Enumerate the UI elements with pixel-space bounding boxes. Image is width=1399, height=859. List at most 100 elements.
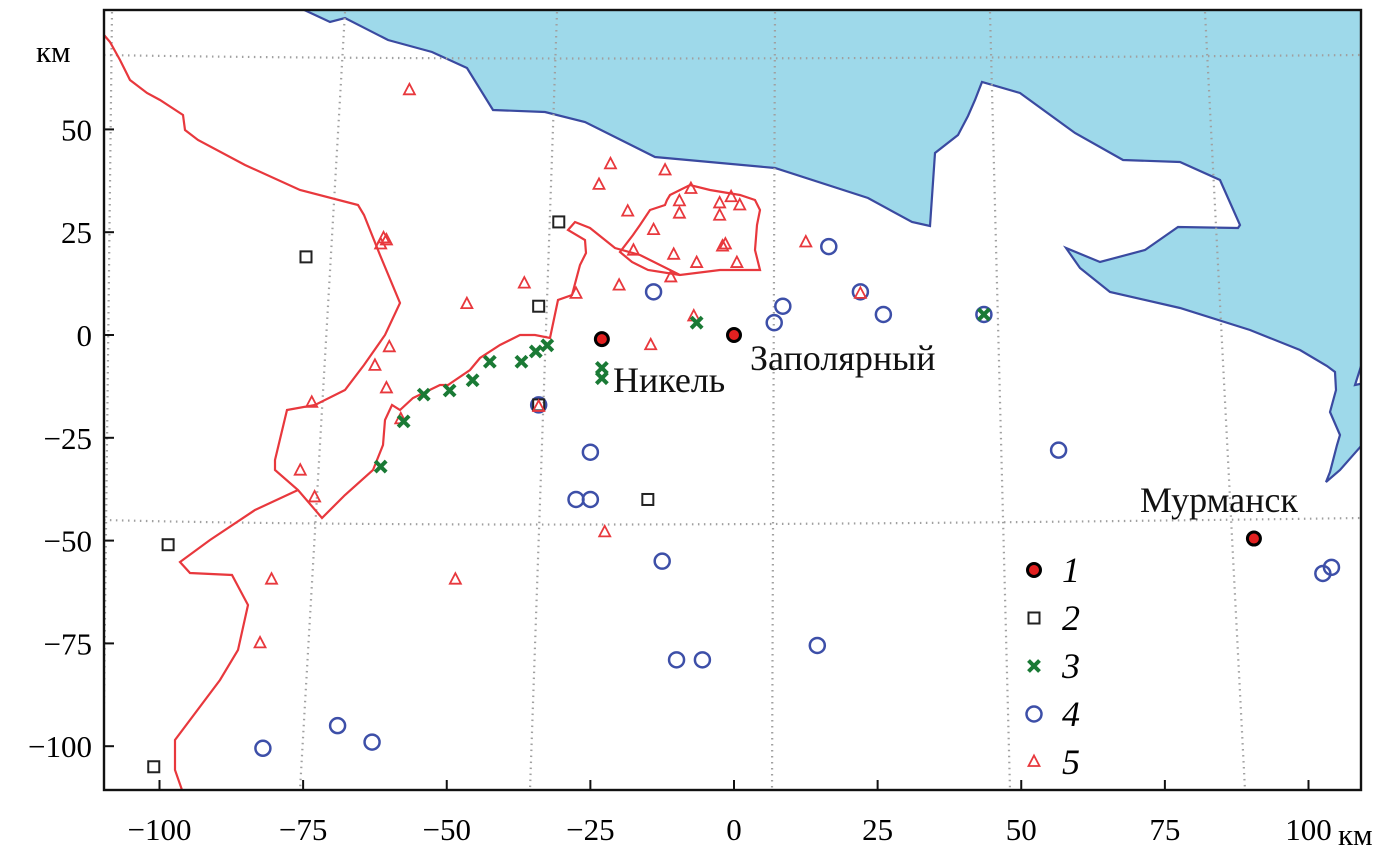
point-type-3 [528,344,543,359]
point-type-3 [396,414,411,429]
y-axis: 50 25 0 −25 −50 −75 −100 [28,112,114,764]
point-type-5 [658,162,673,176]
point-type-5 [597,523,612,538]
point-type-5 [689,254,704,268]
point-type-3 [540,338,555,353]
boundary-outline [104,34,762,520]
y-tick-label: 25 [61,215,92,250]
point-type-1 [726,327,742,343]
x-tick-label: 25 [862,812,893,847]
point-type-5 [264,571,279,585]
legend-marker-5 [1027,753,1041,767]
point-type-5 [672,192,687,207]
point-type-5 [402,81,417,96]
point-type-4 [851,283,870,301]
x-tick-label: 100 [1285,812,1332,847]
point-type-5 [307,488,322,503]
legend-label-2: 2 [1062,598,1080,638]
data-points [147,81,1341,774]
point-type-5 [569,285,584,299]
point-type-3 [442,383,457,398]
point-type-5 [729,254,744,268]
point-type-4 [667,651,686,669]
point-type-5 [367,357,382,371]
x-axis: −100 −75 −50 −25 0 25 50 75 100 [128,780,1332,847]
point-type-5 [672,205,687,219]
point-type-5 [666,246,681,260]
legend-label-4: 4 [1062,694,1080,734]
point-type-5 [663,268,678,283]
point-type-4 [567,490,585,509]
point-type-5 [517,275,532,289]
point-type-5 [459,295,474,310]
point-type-4 [975,305,993,324]
point-type-4 [363,733,381,751]
point-type-4 [529,396,548,414]
point-type-5 [798,234,813,248]
x-tick-label: 75 [1149,812,1180,847]
point-type-2 [552,215,566,229]
point-type-5 [448,571,463,585]
point-type-3 [416,387,431,402]
y-tick-label: −75 [44,626,92,661]
sea-area [301,10,1361,483]
point-type-2 [161,538,175,552]
point-type-4 [581,490,600,509]
point-type-4 [774,297,792,315]
point-type-2 [299,250,313,264]
point-type-5 [724,188,739,203]
point-type-1 [593,331,610,348]
city-label-nikel: Никель [613,360,725,400]
point-type-3 [482,354,497,369]
point-type-3 [689,315,704,330]
point-type-4 [808,636,827,655]
point-type-5 [712,194,727,209]
x-axis-unit: км [1338,817,1373,852]
legend-marker-3 [1027,659,1041,673]
y-tick-label: −100 [28,729,92,764]
legend-label-1: 1 [1062,550,1080,590]
point-type-5 [592,176,606,190]
legend-label-3: 3 [1061,646,1080,686]
x-tick-label: 50 [1006,812,1037,847]
point-type-5 [683,180,698,194]
plot-frame [102,8,1363,792]
point-type-4 [1049,441,1068,459]
y-tick-label: 0 [77,318,93,353]
city-label-murmansk: Мурманск [1140,480,1298,520]
point-type-3 [594,360,609,375]
x-tick-label: −75 [279,812,327,847]
legend: 1 2 3 4 5 [1025,550,1080,782]
point-type-5 [293,462,308,476]
point-type-3 [514,354,529,369]
point-type-5 [304,394,319,408]
point-type-5 [643,336,658,351]
point-type-4 [581,443,600,461]
point-type-5 [376,229,391,244]
point-type-1 [1245,530,1262,547]
point-type-4 [765,313,783,332]
point-type-3 [594,371,609,386]
y-tick-label: −25 [44,421,92,456]
x-tick-label: −100 [128,812,192,847]
point-type-5 [620,203,635,217]
point-type-5 [373,236,388,250]
point-type-4 [644,283,663,301]
point-type-5 [612,277,627,291]
point-type-5 [732,197,747,211]
boundary-west [173,489,299,790]
point-type-5 [712,207,727,221]
point-type-4 [693,651,712,669]
x-tick-label: −50 [423,812,471,847]
point-type-5 [253,634,268,649]
point-type-4 [653,552,671,570]
point-type-5 [646,221,661,236]
legend-marker-2 [1027,611,1041,625]
point-type-2 [532,299,546,313]
point-type-2 [147,760,161,774]
point-type-2 [641,492,655,506]
point-type-4 [328,716,347,735]
point-type-3 [373,459,388,474]
y-axis-unit: км [36,34,71,69]
